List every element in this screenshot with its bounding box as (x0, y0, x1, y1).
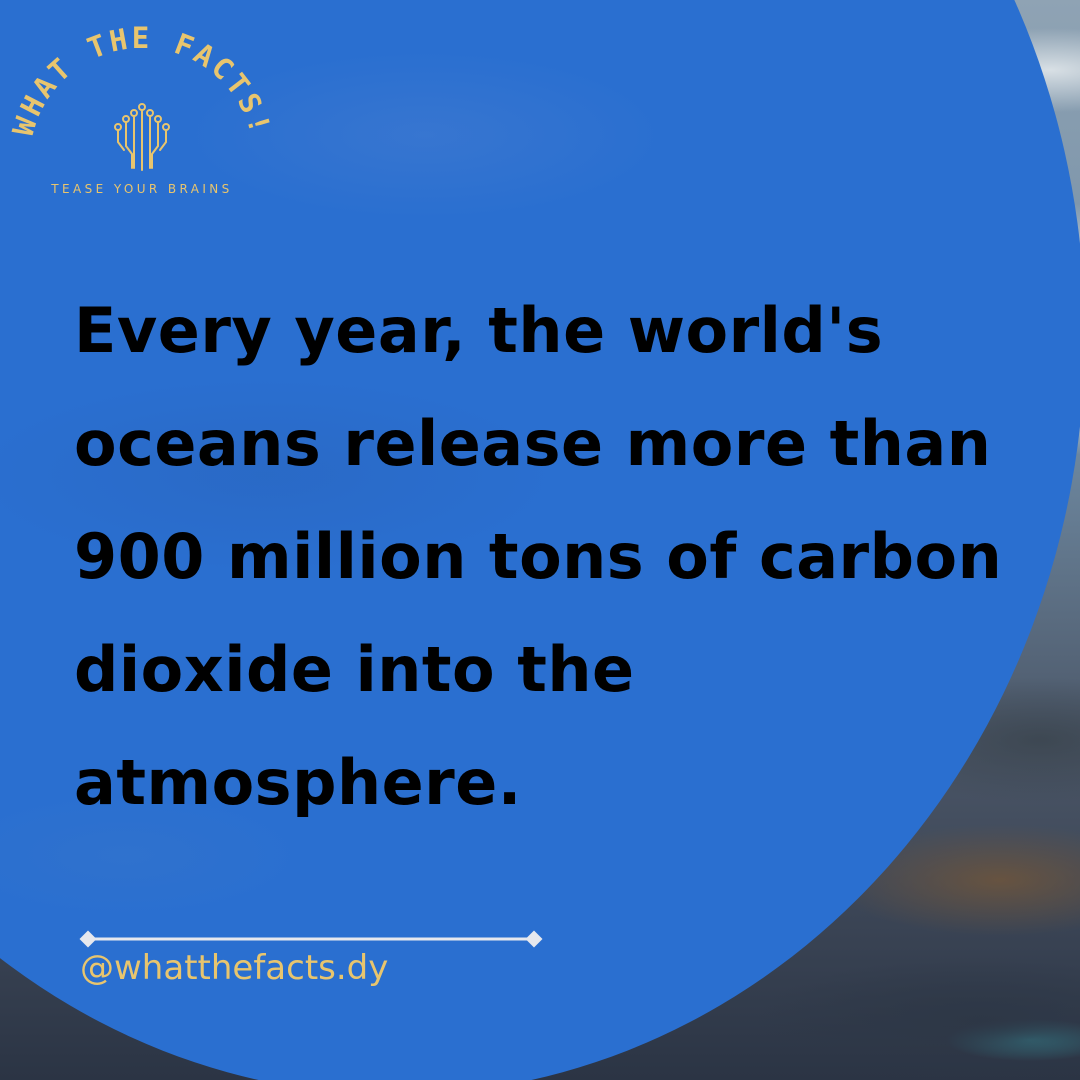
fact-text: Every year, the world's oceans release m… (74, 294, 1003, 819)
brand-logo: WHAT THE FACTS! TEASE YOUR BRAINS (8, 18, 275, 196)
brain-circuit-icon (114, 103, 170, 171)
decorative-divider (79, 930, 543, 948)
social-handle: @whatthefacts.dy (80, 948, 389, 988)
brand-tagline: TEASE YOUR BRAINS (51, 182, 233, 196)
brand-logo-graphic: WHAT THE FACTS! (8, 21, 275, 171)
